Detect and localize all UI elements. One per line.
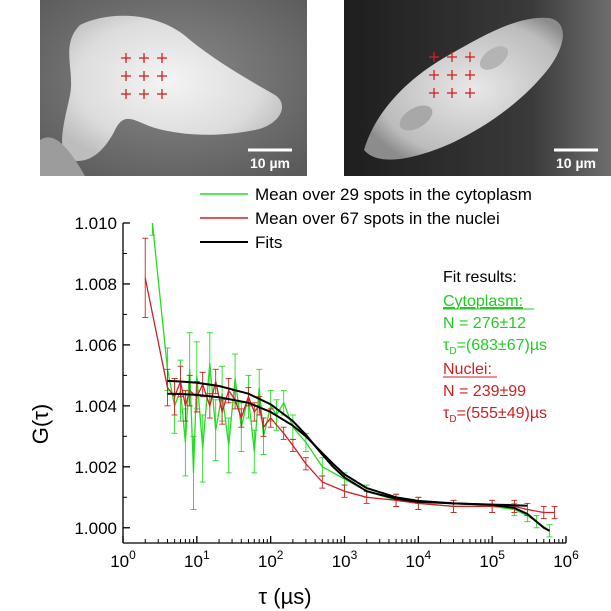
microscopy-panel-cytoplasm: 10 µm (40, 0, 307, 176)
fcs-correlation-chart: 1.000 1.002 1.004 1.006 1.008 1.010 100 101 102 1… (0, 176, 611, 611)
x-tick-label: 103 (332, 548, 358, 571)
nuclei-n-value: N = 239±99 (443, 383, 526, 400)
y-axis-label: G(τ) (28, 404, 53, 444)
microscopy-panel-nuclei: 10 µm (344, 0, 611, 176)
y-tick-label: 1.006 (74, 336, 117, 355)
cytoplasm-results-label: Cytoplasm: (443, 293, 523, 310)
plot-area (142, 223, 558, 538)
series-line (144, 277, 555, 514)
y-tick-label: 1.002 (74, 458, 117, 477)
x-tick-label: 101 (184, 548, 210, 571)
y-tick-label: 1.008 (74, 275, 117, 294)
measurement-spots-nuclei (429, 52, 475, 98)
scale-bar-label: 10 µm (556, 155, 596, 171)
measurement-spots-cytoplasm (121, 53, 167, 99)
nuclei-tau-value: τD=(555±49)µs (443, 405, 547, 425)
nucleus-cell-image: 10 µm (344, 0, 611, 176)
x-axis-label: τ (µs) (258, 584, 311, 609)
fit-results-annotation: Fit results: Cytoplasm: N = 276±12 τD=(6… (443, 269, 547, 425)
fit-curve-nuclei (167, 392, 528, 507)
x-tick-label: 102 (258, 548, 284, 571)
x-tick-label: 105 (479, 548, 505, 571)
series-fits (167, 379, 551, 532)
fit-curve-cytoplasm (167, 379, 551, 532)
cytoplasm-n-value: N = 276±12 (443, 315, 526, 332)
y-tick-label: 1.010 (74, 214, 117, 233)
legend: Mean over 29 spots in the cytoplasm Mean… (200, 185, 532, 252)
legend-label-nuclei: Mean over 67 spots in the nuclei (255, 209, 500, 228)
cytoplasm-cell-image: 10 µm (40, 0, 307, 176)
axes: 1.000 1.002 1.004 1.006 1.008 1.010 100 101 102 1… (74, 214, 579, 571)
x-tick-label: 104 (406, 548, 432, 571)
nuclei-results-label: Nuclei: (443, 361, 492, 378)
x-tick-label: 106 (553, 548, 579, 571)
legend-label-cytoplasm: Mean over 29 spots in the cytoplasm (255, 185, 532, 204)
fit-results-heading: Fit results: (443, 269, 517, 286)
legend-label-fits: Fits (255, 233, 282, 252)
y-tick-label: 1.000 (74, 519, 117, 538)
cytoplasm-tau-value: τD=(683±67)µs (443, 337, 547, 357)
y-tick-label: 1.004 (74, 397, 117, 416)
scale-bar-label: 10 µm (250, 155, 290, 171)
x-tick-label: 100 (110, 548, 136, 571)
